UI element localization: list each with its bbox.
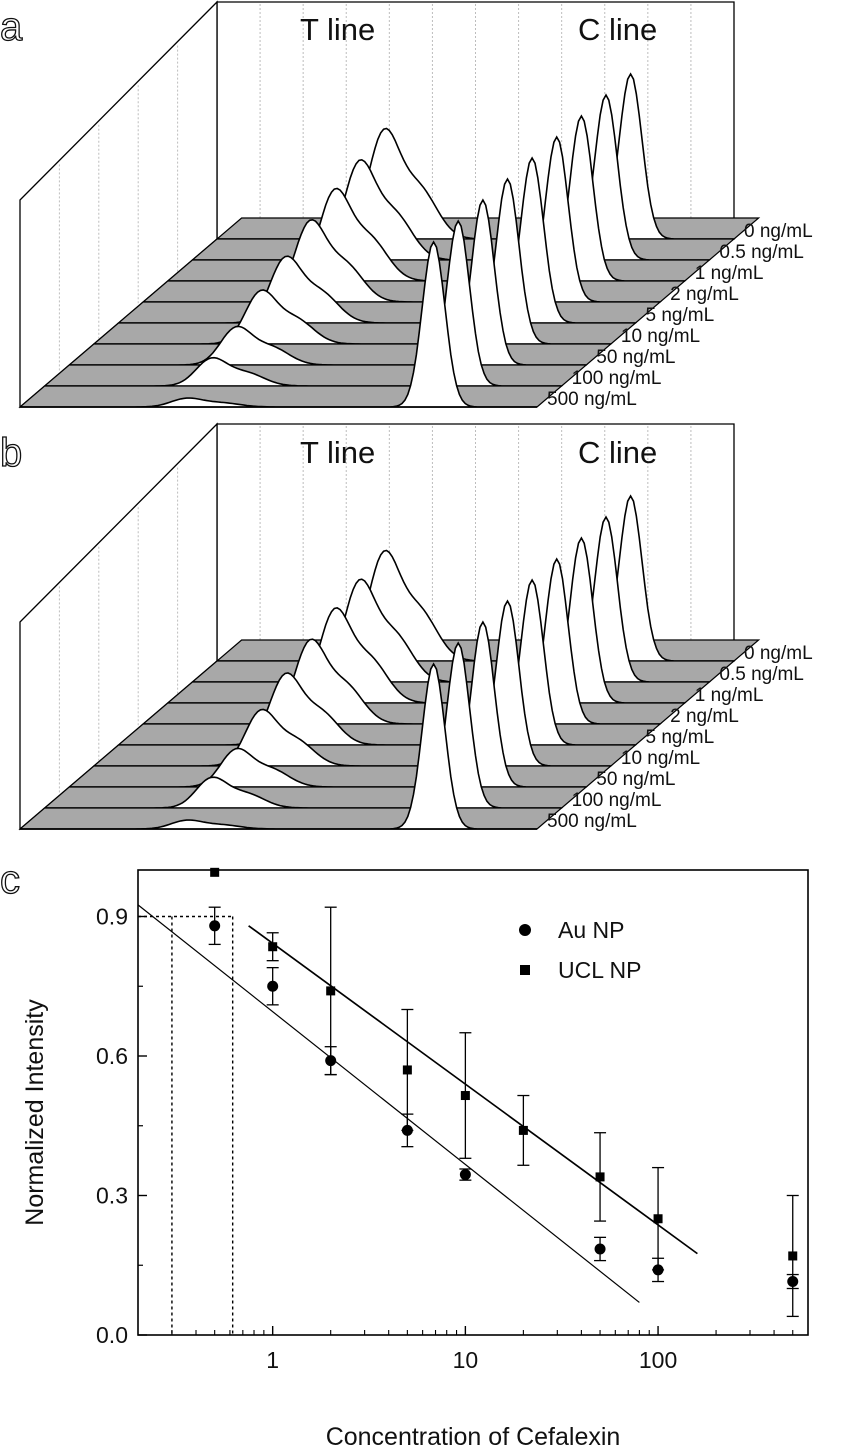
t-line-label-b: T line [300, 435, 375, 470]
baseline-band [18, 385, 564, 408]
panel-label-c: c [0, 858, 20, 902]
legend-label-au-np: Au NP [558, 917, 624, 943]
data-point-ucl-np [518, 1125, 528, 1135]
concentration-label: 0.5 ng/mL [719, 664, 804, 685]
data-point-ucl-np [595, 1172, 605, 1182]
baseline-band [42, 364, 588, 387]
concentration-label: 2 ng/mL [670, 706, 739, 727]
concentration-label: 50 ng/mL [596, 769, 675, 790]
x-tick-label: 1 [266, 1347, 279, 1373]
concentration-label: 5 ng/mL [646, 305, 715, 326]
baseline-band [116, 723, 662, 746]
concentration-label: 0 ng/mL [744, 221, 813, 242]
x-tick-label: 100 [639, 1347, 677, 1373]
profile-row-500-ng-ml: 500 ng/mL [18, 240, 637, 410]
baseline-band [141, 702, 687, 725]
y-tick-label: 0.0 [96, 1322, 128, 1348]
concentration-label: 0.5 ng/mL [719, 242, 804, 263]
t-line-label-a: T line [300, 12, 375, 47]
concentration-label: 10 ng/mL [621, 326, 700, 347]
data-point-ucl-np [210, 867, 220, 877]
c-line-label-a: C line [578, 12, 657, 47]
concentration-label: 1 ng/mL [695, 263, 764, 284]
data-point-ucl-np [653, 1214, 663, 1224]
legend: Au NP UCL NP [519, 917, 642, 983]
baseline-band [67, 343, 613, 366]
plot-frame [137, 869, 809, 1336]
panel-label-a: a [0, 5, 23, 49]
baseline-band [92, 744, 638, 767]
data-point-au-np [459, 1169, 471, 1181]
data-point-ucl-np [268, 942, 278, 952]
data-point-ucl-np [326, 986, 336, 996]
data-point-au-np [594, 1243, 606, 1255]
series-ucl-np [210, 867, 799, 1318]
scatter-panel-c: 0.0 0.3 0.6 0.9 1 10 100 Concentration of Cefal… [21, 867, 809, 1451]
c-line-label-b: C line [578, 435, 657, 470]
data-point-ucl-np [402, 1065, 412, 1075]
fit-line-ucl-np [248, 925, 698, 1255]
data-point-ucl-np [460, 1091, 470, 1101]
concentration-label: 1 ng/mL [695, 685, 764, 706]
x-axis-title: Concentration of Cefalexin [326, 1423, 621, 1451]
y-tick-label: 0.9 [96, 904, 128, 930]
x-tick-label: 10 [453, 1347, 479, 1373]
legend-label-ucl-np: UCL NP [558, 957, 642, 983]
concentration-label: 0 ng/mL [744, 643, 813, 664]
concentration-label: 500 ng/mL [547, 389, 637, 410]
concentration-label: 500 ng/mL [547, 811, 637, 832]
series-au-np [137, 904, 799, 1303]
panel-label-b: b [0, 431, 22, 475]
fit-line-au-np [137, 904, 640, 1303]
waterfall-panel-b: 0 ng/mL0.5 ng/mL1 ng/mL2 ng/mL5 ng/mL10 … [18, 422, 813, 832]
baseline-band [92, 322, 638, 345]
data-point-ucl-np [788, 1251, 798, 1261]
baseline-band [67, 765, 613, 788]
legend-marker-ucl-np [520, 965, 530, 975]
concentration-label: 10 ng/mL [621, 748, 700, 769]
legend-marker-au-np [519, 924, 531, 936]
profile-row-500-ng-ml: 500 ng/mL [18, 662, 637, 832]
concentration-label: 2 ng/mL [670, 284, 739, 305]
data-point-au-np [209, 920, 221, 932]
waterfall-panel-a: 0 ng/mL0.5 ng/mL1 ng/mL2 ng/mL5 ng/mL10 … [18, 0, 813, 410]
concentration-label: 100 ng/mL [572, 790, 662, 811]
concentration-label: 50 ng/mL [596, 347, 675, 368]
concentration-label: 100 ng/mL [572, 368, 662, 389]
baseline-band [141, 280, 687, 303]
y-axis-title: Normalized Intensity [21, 999, 49, 1226]
y-tick-label: 0.6 [96, 1043, 128, 1069]
data-point-au-np [267, 980, 279, 992]
baseline-band [116, 301, 662, 324]
baseline-band [18, 807, 564, 830]
baseline-band [42, 786, 588, 809]
y-tick-label: 0.3 [96, 1183, 128, 1209]
concentration-label: 5 ng/mL [646, 727, 715, 748]
